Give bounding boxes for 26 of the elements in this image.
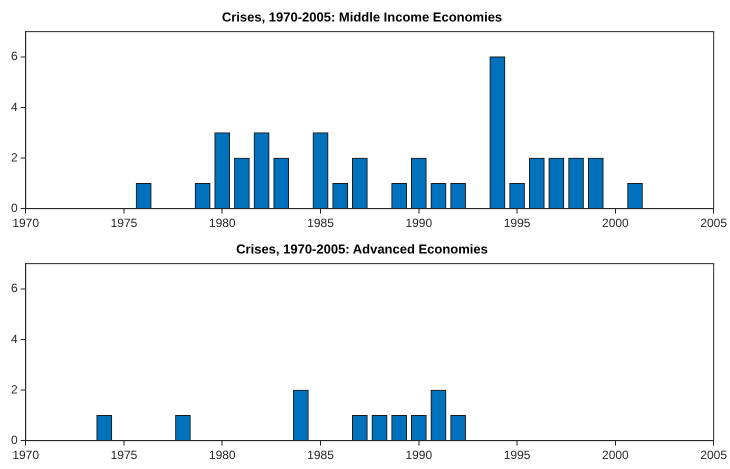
x-tick-label: 2000 xyxy=(602,448,630,462)
x-tick-label: 2000 xyxy=(602,216,630,230)
x-tick-label: 1975 xyxy=(110,448,138,462)
x-tick-label: 1980 xyxy=(208,448,236,462)
x-tick-label: 1990 xyxy=(405,448,432,462)
y-tick-label: 2 xyxy=(10,150,18,164)
x-tick-label: 1995 xyxy=(504,216,531,230)
x-tick-label: 1970 xyxy=(12,216,40,230)
x-tick-label: 1975 xyxy=(110,216,138,230)
y-tick-label: 6 xyxy=(10,49,18,64)
y-tick-label: 4 xyxy=(10,100,18,114)
x-tick-label: 1970 xyxy=(12,448,40,462)
chart-title: Crises, 1970-2005: Middle Income Economies xyxy=(222,9,502,24)
x-tick-label: 2005 xyxy=(700,216,728,230)
x-tick-label: 1980 xyxy=(208,216,236,230)
y-tick-label: 0 xyxy=(10,432,18,447)
x-tick-label: 1990 xyxy=(405,216,432,230)
y-tick-label: 0 xyxy=(10,200,18,215)
chart-title: Crises, 1970-2005: Advanced Economies xyxy=(236,241,488,256)
x-tick-label: 1985 xyxy=(307,216,334,230)
x-tick-label: 1985 xyxy=(307,448,334,462)
x-tick-label: 1995 xyxy=(504,448,531,462)
x-tick-label: 2005 xyxy=(700,448,728,462)
y-tick-label: 2 xyxy=(10,382,18,396)
y-tick-label: 6 xyxy=(10,281,18,296)
y-tick-label: 4 xyxy=(10,332,18,346)
